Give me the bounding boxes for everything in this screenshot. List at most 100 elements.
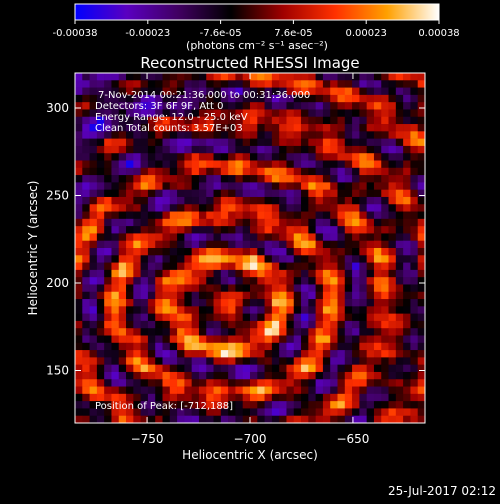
heatmap-cell	[111, 102, 120, 110]
heatmap-cell	[198, 357, 207, 365]
heatmap-cell	[286, 138, 295, 147]
heatmap-cell	[403, 255, 411, 263]
heatmap-cell	[308, 357, 316, 365]
heatmap-cell	[169, 401, 178, 409]
heatmap-cell	[228, 167, 236, 176]
heatmap-cell	[279, 313, 287, 322]
heatmap-cell	[293, 87, 302, 96]
heatmap-cell	[286, 291, 295, 300]
heatmap-cell	[308, 415, 316, 423]
heatmap-cell	[118, 299, 127, 307]
heatmap-cell	[126, 371, 134, 380]
heatmap-cell	[111, 320, 120, 329]
heatmap-cell	[257, 102, 265, 110]
heatmap-cell	[352, 291, 360, 300]
heatmap-cell	[315, 226, 324, 234]
heatmap-cell	[162, 204, 171, 212]
heatmap-cell	[75, 167, 83, 176]
heatmap-cell	[235, 248, 244, 256]
heatmap-cell	[417, 109, 425, 118]
heatmap-cell	[293, 357, 302, 365]
heatmap-cell	[213, 357, 222, 365]
heatmap-cell	[75, 138, 83, 147]
heatmap-cell	[337, 342, 346, 351]
heatmap-cell	[286, 277, 295, 285]
heatmap-cell	[82, 284, 90, 293]
heatmap-cell	[111, 284, 120, 293]
heatmap-cell	[235, 284, 244, 293]
heatmap-cell	[147, 109, 156, 118]
heatmap-cell	[359, 87, 367, 96]
heatmap-cell	[147, 255, 156, 263]
heatmap-cell	[373, 299, 382, 307]
heatmap-cell	[213, 401, 222, 409]
heatmap-cell	[191, 306, 200, 314]
heatmap-cell	[293, 379, 302, 387]
heatmap-cell	[359, 153, 367, 161]
heatmap-cell	[344, 175, 353, 183]
heatmap-cell	[293, 248, 302, 256]
heatmap-cell	[118, 408, 127, 417]
heatmap-cell	[235, 364, 244, 373]
heatmap-cell	[337, 226, 346, 234]
heatmap-cell	[301, 240, 309, 249]
heatmap-cell	[264, 350, 273, 358]
heatmap-cell	[322, 269, 331, 278]
heatmap-cell	[271, 218, 280, 227]
heatmap-cell	[381, 342, 389, 351]
heatmap-cell	[395, 401, 404, 409]
heatmap-cell	[126, 342, 134, 351]
heatmap-cell	[315, 386, 324, 395]
heatmap-cell	[242, 379, 251, 387]
heatmap-cell	[352, 160, 360, 169]
heatmap-cell	[395, 357, 404, 365]
heatmap-cell	[373, 408, 382, 417]
heatmap-cell	[177, 124, 185, 132]
heatmap-cell	[133, 218, 141, 227]
heatmap-cell	[250, 313, 258, 322]
heatmap-cell	[388, 189, 397, 198]
heatmap-cell	[301, 408, 309, 417]
heatmap-cell	[133, 80, 141, 88]
heatmap-cell	[206, 116, 214, 125]
heatmap-cell	[96, 240, 105, 249]
heatmap-cell	[75, 182, 83, 190]
heatmap-cell	[286, 379, 295, 387]
heatmap-cell	[89, 131, 98, 139]
heatmap-cell	[191, 94, 200, 103]
heatmap-cell	[417, 248, 425, 256]
heatmap-cell	[315, 87, 324, 96]
heatmap-cell	[403, 269, 411, 278]
heatmap-cell	[126, 94, 134, 103]
heatmap-cell	[96, 262, 105, 271]
heatmap-cell	[126, 284, 134, 293]
heatmap-cell	[147, 291, 156, 300]
heatmap-cell	[228, 211, 236, 220]
heatmap-cell	[403, 342, 411, 351]
heatmap-cell	[388, 393, 397, 402]
heatmap-cell	[155, 167, 163, 176]
heatmap-cell	[206, 138, 214, 147]
heatmap-cell	[250, 350, 258, 358]
heatmap-cell	[301, 248, 309, 256]
heatmap-cell	[104, 87, 112, 96]
heatmap-cell	[359, 313, 367, 322]
heatmap-cell	[206, 145, 214, 154]
heatmap-cell	[213, 80, 222, 88]
heatmap-cell	[264, 189, 273, 198]
heatmap-cell	[104, 153, 112, 161]
heatmap-cell	[96, 306, 105, 314]
heatmap-cell	[184, 371, 192, 380]
heatmap-cell	[388, 124, 397, 132]
heatmap-cell	[191, 218, 200, 227]
heatmap-cell	[82, 335, 90, 344]
heatmap-cell	[133, 408, 141, 417]
heatmap-cell	[147, 233, 156, 242]
heatmap-cell	[286, 153, 295, 161]
heatmap-cell	[147, 371, 156, 380]
heatmap-cell	[410, 138, 419, 147]
heatmap-cell	[155, 248, 163, 256]
heatmap-cell	[89, 80, 98, 88]
heatmap-cell	[104, 299, 112, 307]
heatmap-cell	[206, 269, 214, 278]
